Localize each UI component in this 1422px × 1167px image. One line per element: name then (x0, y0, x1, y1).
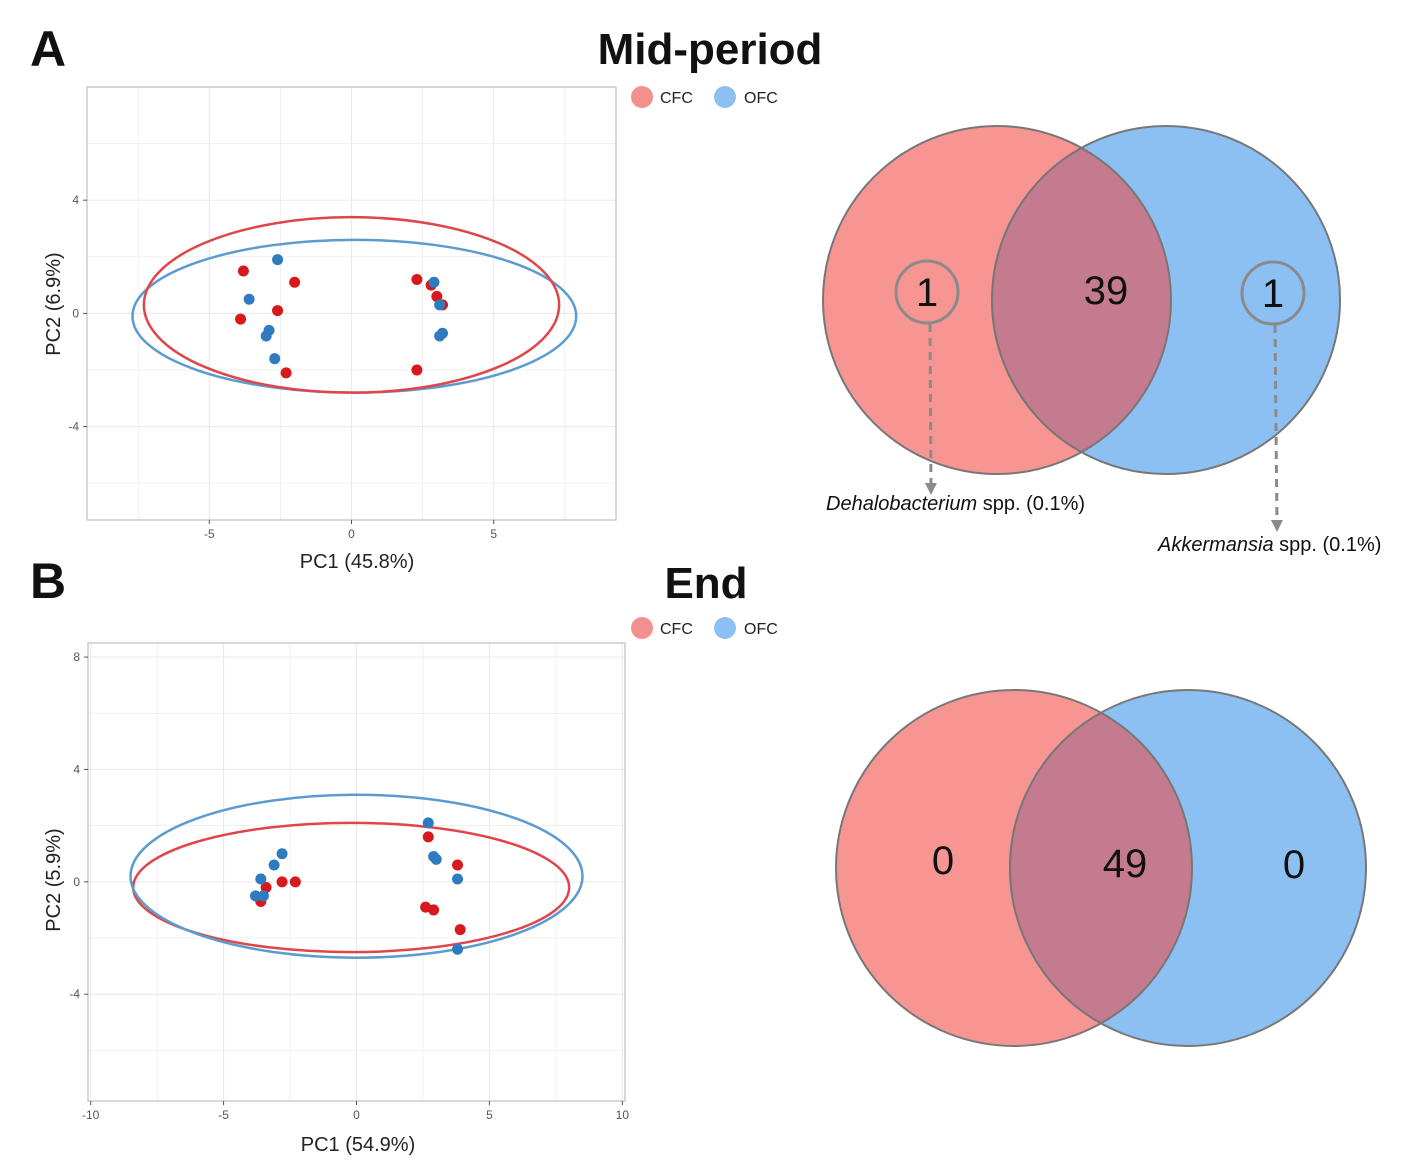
venn-count-shared: 49 (1103, 842, 1148, 886)
venn-count-cfc-only: 0 (932, 839, 954, 883)
point-ofc (430, 853, 442, 865)
point-cfc (289, 876, 301, 888)
point-cfc (276, 876, 288, 888)
point-cfc (272, 305, 284, 317)
point-ofc (422, 817, 434, 829)
legend-swatch-cfc (631, 86, 653, 108)
point-cfc (237, 265, 249, 277)
arrow-to-akkermansia (1270, 324, 1283, 532)
legend-b: CFC OFC (631, 617, 778, 639)
venn-diagram-b: 0 49 0 (835, 689, 1367, 1047)
point-cfc (411, 273, 423, 285)
pca-plot-b: -10 -5 0 5 10 -4 0 4 8 (69, 642, 630, 1122)
species-label-dehalobacterium: Dehalobacterium spp. (0.1%) (826, 493, 1085, 515)
point-cfc (452, 859, 464, 871)
y-tick-label: -4 (69, 987, 80, 1001)
point-ofc (243, 293, 255, 305)
ellipse-ofc (129, 793, 584, 959)
point-cfc (260, 881, 272, 893)
legend-label-ofc: OFC (744, 621, 778, 638)
legend-swatch-cfc (631, 617, 653, 639)
venn-overlap (1008, 711, 1194, 1025)
x-axis-title-a: PC1 (45.8%) (300, 551, 415, 573)
venn-count-shared: 39 (1084, 269, 1129, 313)
venn-overlap (991, 146, 1172, 454)
y-tick-label: 8 (73, 650, 80, 664)
highlight-ring-ofc (1240, 260, 1306, 326)
panel-letter-a: A (30, 21, 66, 77)
species-genus-dehalobacterium: Dehalobacterium (826, 493, 977, 515)
panel-a: A Mid-period CFC OFC -5 0 5 -4 0 4 PC1 (45.8%… (30, 21, 1381, 573)
point-ofc (269, 353, 281, 365)
y-tick-label: 0 (73, 875, 80, 889)
ellipse-cfc (142, 215, 561, 394)
species-genus-akkermansia: Akkermansia (1157, 534, 1274, 556)
legend-swatch-ofc (714, 617, 736, 639)
point-ofc (272, 254, 284, 266)
highlight-ring-cfc (894, 259, 960, 325)
x-tick-label: 5 (490, 527, 497, 541)
y-tick-label: 4 (73, 762, 80, 776)
venn-count-ofc-only: 1 (1262, 272, 1284, 316)
x-tick-label: -10 (82, 1108, 100, 1122)
venn-diagram-a: 1 39 1 Dehalobacterium spp. (0.1%) Akker… (822, 125, 1381, 556)
x-tick-label: -5 (218, 1108, 229, 1122)
point-cfc (431, 290, 443, 302)
point-ofc (428, 276, 440, 288)
point-cfc (411, 364, 423, 376)
confidence-ellipses (129, 793, 584, 959)
species-label-akkermansia: Akkermansia spp. (0.1%) (1157, 534, 1381, 556)
species-suffix-akkermansia: spp. (0.1%) (1274, 534, 1382, 556)
point-cfc (289, 276, 301, 288)
panel-b: B End CFC OFC -10 -5 0 5 10 -4 0 4 8 PC1 (54.9%)… (30, 553, 1367, 1156)
gridlines (88, 643, 625, 1101)
point-ofc (434, 299, 446, 311)
venn-count-ofc-only: 0 (1283, 843, 1305, 887)
point-ofc (434, 330, 446, 342)
point-ofc (255, 873, 267, 885)
legend-label-cfc: CFC (660, 621, 693, 638)
panel-title-b: End (664, 559, 747, 608)
point-cfc (428, 904, 440, 916)
y-axis-title-b: PC2 (5.9%) (43, 828, 65, 931)
point-cfc (422, 831, 434, 843)
x-tick-label: 10 (616, 1108, 630, 1122)
point-ofc (276, 848, 288, 860)
y-tick-label: 4 (72, 193, 79, 207)
venn-count-cfc-only: 1 (916, 271, 938, 315)
legend-label-cfc: CFC (660, 90, 693, 107)
point-cfc (235, 313, 247, 325)
y-tick-label: -4 (68, 420, 79, 434)
point-cfc (454, 924, 466, 936)
legend-swatch-ofc (714, 86, 736, 108)
x-axis-title-b: PC1 (54.9%) (301, 1134, 416, 1156)
point-cfc (280, 367, 292, 379)
species-suffix-dehalobacterium: spp. (0.1%) (977, 493, 1085, 515)
series-ofc (249, 817, 464, 955)
point-ofc (257, 890, 269, 902)
confidence-ellipses (131, 215, 578, 394)
legend-label-ofc: OFC (744, 90, 778, 107)
series-ofc (243, 254, 449, 365)
point-ofc (452, 873, 464, 885)
x-tick-label: 5 (486, 1108, 493, 1122)
pca-plot-a: -5 0 5 -4 0 4 (68, 86, 617, 541)
point-ofc (249, 890, 261, 902)
point-ofc (260, 330, 272, 342)
panel-letter-b: B (30, 553, 66, 609)
point-ofc (268, 859, 280, 871)
x-tick-label: 0 (353, 1108, 360, 1122)
y-axis-title-a: PC2 (6.9%) (43, 252, 65, 355)
x-tick-label: 0 (348, 527, 355, 541)
legend-a: CFC OFC (631, 86, 778, 108)
point-ofc (452, 943, 464, 955)
y-tick-label: 0 (72, 306, 79, 320)
x-tick-label: -5 (204, 527, 215, 541)
panel-title-a: Mid-period (598, 25, 823, 74)
